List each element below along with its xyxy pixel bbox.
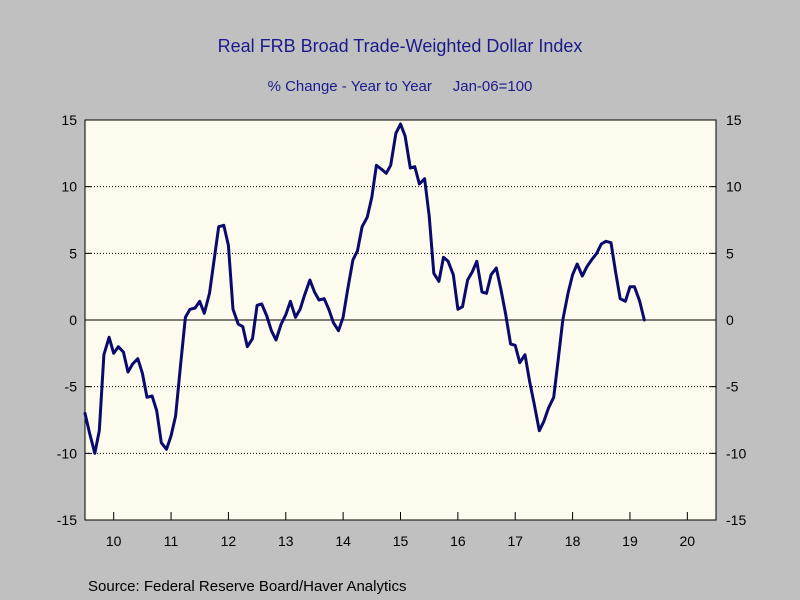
x-tick-label-16: 16 [450, 533, 466, 549]
x-tick-label-18: 18 [565, 533, 581, 549]
x-tick-label-19: 19 [622, 533, 638, 549]
y-tick-label-left: -10 [57, 445, 77, 461]
y-tick-label-right: -15 [726, 512, 746, 528]
x-tick-label-13: 13 [278, 533, 294, 549]
chart-source: Source: Federal Reserve Board/Haver Anal… [88, 578, 407, 595]
x-tick-label-10: 10 [106, 533, 122, 549]
y-tick-label-left: 0 [69, 312, 77, 328]
y-tick-label-left: -15 [57, 512, 77, 528]
y-tick-label-right: -5 [726, 379, 739, 395]
y-tick-label-right: 0 [726, 312, 734, 328]
y-tick-label-right: 10 [726, 179, 742, 195]
y-tick-label-left: -5 [65, 379, 78, 395]
x-tick-label-11: 11 [164, 533, 179, 549]
chart-title: Real FRB Broad Trade-Weighted Dollar Ind… [217, 36, 583, 56]
y-tick-label-right: -10 [726, 445, 746, 461]
y-tick-label-left: 10 [61, 179, 77, 195]
series-line-0 [83, 122, 646, 455]
y-tick-label-right: 15 [726, 112, 742, 128]
y-tick-label-right: 5 [726, 245, 734, 261]
y-tick-label-left: 15 [61, 112, 77, 128]
x-tick-label-14: 14 [335, 533, 351, 549]
x-tick-label-15: 15 [393, 533, 409, 549]
x-tick-label-17: 17 [507, 533, 523, 549]
y-tick-label-left: 5 [69, 245, 77, 261]
x-tick-label-12: 12 [221, 533, 237, 549]
chart-subtitle: % Change - Year to Year Jan-06=100 [267, 78, 533, 95]
x-tick-label-20: 20 [680, 533, 696, 549]
